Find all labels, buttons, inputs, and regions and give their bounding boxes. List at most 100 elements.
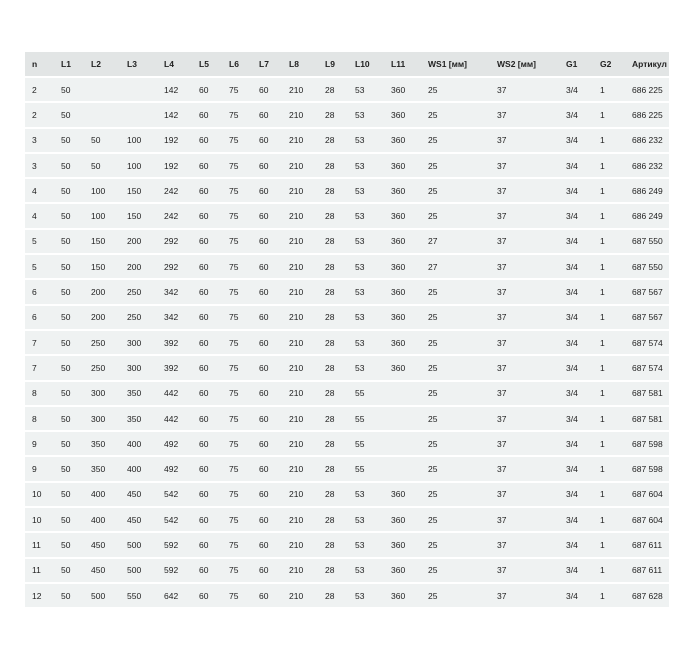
- table-cell: 1: [593, 355, 625, 382]
- table-cell: 50: [54, 102, 84, 129]
- table-cell: 3/4: [559, 279, 593, 306]
- table-cell: 200: [120, 228, 157, 256]
- table-cell: 10: [25, 507, 54, 534]
- table-cell: [384, 456, 421, 483]
- table-row: 8 50 300 350 442 60 75 60 210 28 55 25 37 3/4 1 687 581: [25, 380, 669, 407]
- table-cell: 25: [421, 152, 490, 180]
- table-cell: 53: [348, 178, 384, 205]
- table-cell: 28: [318, 329, 348, 357]
- table-cell: 60: [192, 304, 222, 331]
- table-cell: 3/4: [559, 228, 593, 256]
- table-cell: 25: [421, 456, 490, 483]
- table-cell: 50: [54, 380, 84, 407]
- table-cell: 25: [421, 102, 490, 129]
- table-cell: 360: [384, 532, 421, 559]
- table-row: 4 50 100 150 242 60 75 60 210 28 53 360 25 37 3/4 1 686 …: [25, 203, 669, 230]
- table-cell: 28: [318, 481, 348, 509]
- table-cell: 28: [318, 304, 348, 331]
- table-cell: 50: [54, 77, 84, 104]
- table-cell: 75: [222, 532, 252, 559]
- table-cell: 687 604: [625, 507, 669, 534]
- table-cell: 5: [25, 254, 54, 281]
- table-cell: 55: [348, 380, 384, 407]
- table-cell: 6: [25, 304, 54, 331]
- table-cell: 1: [593, 431, 625, 458]
- table-cell: 210: [282, 456, 318, 483]
- table-row: 5 50 150 200 292 60 75 60 210 28 53 360 27 37 3/4 1 687 …: [25, 254, 669, 281]
- table-cell: 360: [384, 127, 421, 154]
- table-cell: 60: [252, 355, 282, 382]
- table-row: 6 50 200 250 342 60 75 60 210 28 53 360 25 37 3/4 1 687 …: [25, 279, 669, 306]
- table-cell: 50: [54, 532, 84, 559]
- table-cell: 50: [54, 507, 84, 534]
- table-cell: 3/4: [559, 456, 593, 483]
- table-cell: 37: [490, 254, 559, 281]
- table-cell: 60: [192, 102, 222, 129]
- table-cell: 37: [490, 355, 559, 382]
- table-cell: 75: [222, 380, 252, 407]
- table-cell: 28: [318, 228, 348, 256]
- table-cell: 1: [593, 152, 625, 180]
- table-cell: 28: [318, 254, 348, 281]
- table-cell: 25: [421, 279, 490, 306]
- table-cell: 210: [282, 532, 318, 559]
- table-cell: 1: [593, 127, 625, 154]
- table-cell: 242: [157, 203, 192, 230]
- table-row: 9 50 350 400 492 60 75 60 210 28 55 25 37 3/4 1 687 598: [25, 456, 669, 483]
- column-header: L6: [222, 52, 252, 78]
- table-cell: 37: [490, 77, 559, 104]
- table-cell: 442: [157, 380, 192, 407]
- table-cell: 28: [318, 557, 348, 584]
- table-cell: 360: [384, 279, 421, 306]
- table-cell: 687 567: [625, 304, 669, 331]
- table-row: 3 50 50 100 192 60 75 60 210 28 53 360 25 37 3/4 1 686 2…: [25, 127, 669, 154]
- table-cell: 2: [25, 77, 54, 104]
- table-cell: 50: [54, 127, 84, 154]
- table-cell: 60: [252, 456, 282, 483]
- table-cell: 250: [84, 355, 120, 382]
- table-cell: 50: [84, 152, 120, 180]
- table-row: 11 50 450 500 592 60 75 60 210 28 53 360 25 37 3/4 1 687…: [25, 557, 669, 584]
- table-cell: 60: [252, 228, 282, 256]
- table-cell: 100: [120, 127, 157, 154]
- table-cell: 37: [490, 507, 559, 534]
- column-header: G1: [559, 52, 593, 78]
- table-cell: 60: [252, 431, 282, 458]
- table-cell: 360: [384, 557, 421, 584]
- column-header: L1: [54, 52, 84, 78]
- column-header: L3: [120, 52, 157, 78]
- table-cell: 60: [192, 228, 222, 256]
- table-cell: 25: [421, 481, 490, 509]
- table-cell: 25: [421, 329, 490, 357]
- table-cell: 687 550: [625, 254, 669, 281]
- table-cell: 3/4: [559, 329, 593, 357]
- table-cell: 210: [282, 279, 318, 306]
- table-cell: 53: [348, 507, 384, 534]
- table-cell: 1: [593, 380, 625, 407]
- table-cell: 50: [54, 279, 84, 306]
- table-cell: 50: [54, 228, 84, 256]
- table-cell: 50: [54, 304, 84, 331]
- column-header: n: [25, 52, 54, 78]
- table-cell: 1: [593, 507, 625, 534]
- table-cell: 5: [25, 228, 54, 256]
- column-header: L9: [318, 52, 348, 78]
- column-header: L2: [84, 52, 120, 78]
- table-cell: 25: [421, 532, 490, 559]
- table-cell: 25: [421, 178, 490, 205]
- table-cell: 75: [222, 582, 252, 610]
- table-cell: 37: [490, 557, 559, 584]
- table-cell: 60: [252, 178, 282, 205]
- table-header-row: n L1 L2 L3 L4 L5 L6 L7 L8 L9 L10 L11 WS1 [мм] WS2 [мм…: [25, 52, 669, 78]
- column-header: WS2 [мм]: [490, 52, 559, 78]
- table-cell: 350: [84, 431, 120, 458]
- table-cell: [84, 102, 120, 129]
- table-cell: 1: [593, 481, 625, 509]
- table-cell: 210: [282, 178, 318, 205]
- table-cell: 360: [384, 254, 421, 281]
- table-cell: 100: [120, 152, 157, 180]
- table-cell: 686 225: [625, 102, 669, 129]
- table-cell: 450: [120, 481, 157, 509]
- table-cell: 3/4: [559, 203, 593, 230]
- table-cell: 28: [318, 507, 348, 534]
